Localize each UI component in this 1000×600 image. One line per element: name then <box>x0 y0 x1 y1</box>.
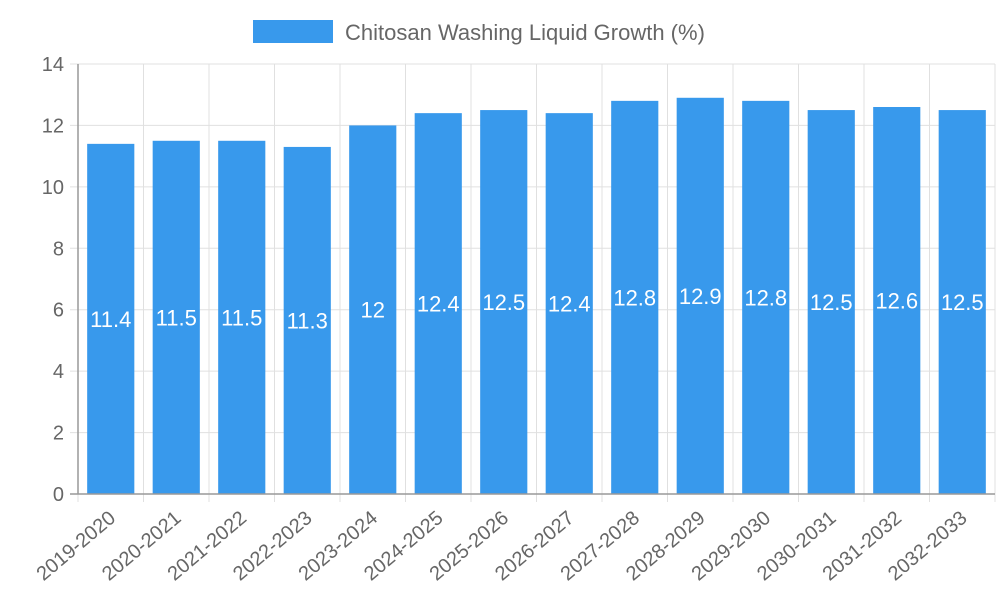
bar <box>414 113 462 495</box>
axes <box>70 64 995 495</box>
y-tick-label: 8 <box>53 238 64 260</box>
bar <box>807 110 855 495</box>
y-tick-label: 6 <box>53 300 64 322</box>
legend-swatch <box>253 20 333 43</box>
bar <box>611 100 659 494</box>
bar-value-label: 11.5 <box>156 305 197 330</box>
bar <box>938 110 986 495</box>
legend: Chitosan Washing Liquid Growth (%) <box>253 20 705 45</box>
y-tick-label: 12 <box>42 115 64 137</box>
y-tick-label: 2 <box>53 423 64 445</box>
bar <box>873 107 921 494</box>
bar-value-label: 12.5 <box>482 290 525 315</box>
y-axis-tick-labels: 0 2 4 6 8 10 12 14 <box>42 54 64 506</box>
x-axis-tick-labels: 2019-20202020-20212021-20222022-20232023… <box>33 507 972 585</box>
bar <box>545 113 593 495</box>
bar-data-labels: 11.4 11.5 11.5 11.3 12 12.4 12.5 12.4 12.8 12.9 12… <box>90 284 984 334</box>
bar-value-label: 11.4 <box>90 307 131 332</box>
bar-value-label: 12 <box>361 298 385 323</box>
bar <box>152 140 200 495</box>
bar-value-label: 12.5 <box>810 290 853 315</box>
legend-label: Chitosan Washing Liquid Growth (%) <box>345 20 705 45</box>
y-tick-label: 0 <box>53 484 64 506</box>
bar <box>742 100 790 494</box>
y-tick-label: 14 <box>42 54 64 76</box>
bar <box>676 97 724 495</box>
bar <box>87 143 135 494</box>
bar-value-label: 12.9 <box>679 284 722 309</box>
y-tick-label: 4 <box>53 361 64 383</box>
bars <box>87 97 986 495</box>
bar-value-label: 12.4 <box>417 292 460 317</box>
bar-value-label: 12.6 <box>875 289 918 314</box>
bar <box>218 140 266 495</box>
bar-value-label: 12.4 <box>548 292 591 317</box>
bar <box>349 125 397 494</box>
bar <box>480 110 528 495</box>
bar-value-label: 11.3 <box>287 308 328 333</box>
y-tick-label: 10 <box>42 177 64 199</box>
bar-value-label: 11.5 <box>221 305 262 330</box>
bar <box>283 146 331 494</box>
bar-value-label: 12.8 <box>613 285 656 310</box>
bar-value-label: 12.8 <box>744 285 787 310</box>
bar-value-label: 12.5 <box>941 290 984 315</box>
gridlines <box>70 63 996 502</box>
